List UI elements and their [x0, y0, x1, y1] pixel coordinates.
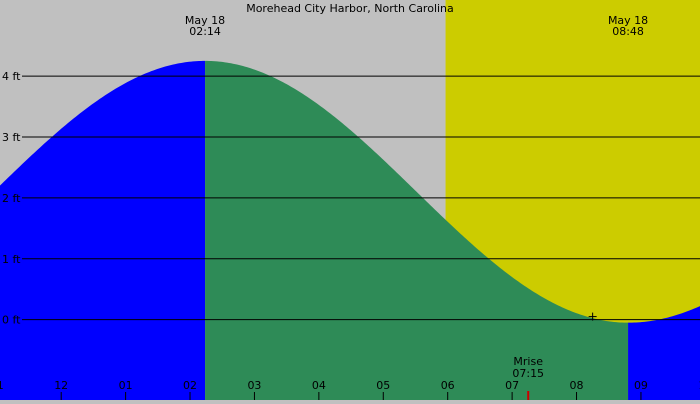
y-tick-label: 3 ft — [2, 131, 21, 144]
rising-tide-area — [628, 306, 700, 400]
extreme-date-label: May 18 — [608, 14, 648, 27]
x-tick-label: 08 — [570, 379, 584, 392]
current-time-marker — [588, 312, 597, 321]
x-tick-label: 10 — [698, 379, 700, 392]
x-tick-label: 12 — [54, 379, 68, 392]
x-tick-label: 02 — [183, 379, 197, 392]
x-tick-label: 05 — [376, 379, 390, 392]
y-tick-label: 4 ft — [2, 70, 21, 83]
x-tick-label: 09 — [634, 379, 648, 392]
extreme-time-label: 08:48 — [612, 25, 644, 38]
extreme-date-label: May 18 — [185, 14, 225, 27]
x-tick-label: 04 — [312, 379, 326, 392]
x-axis-ticks: 1112010203040506070809101112010203040506… — [0, 379, 700, 400]
x-tick-label: 11 — [0, 379, 4, 392]
y-tick-label: 0 ft — [2, 314, 21, 327]
tide-areas — [0, 60, 700, 400]
falling-tide-area — [205, 60, 629, 400]
y-axis-ticks: 0 ft 1 ft 2 ft 3 ft 4 ft — [2, 70, 21, 327]
y-tick-label: 1 ft — [2, 253, 21, 266]
x-tick-label: 03 — [247, 379, 261, 392]
moonrise-label: Mrise — [513, 355, 543, 368]
extreme-time-label: 02:14 — [189, 25, 221, 38]
y-tick-label: 2 ft — [2, 192, 21, 205]
x-tick-label: 07 — [505, 379, 519, 392]
x-tick-label: 06 — [441, 379, 455, 392]
grid-lines — [22, 75, 700, 321]
x-tick-label: 01 — [119, 379, 133, 392]
rising-tide-area — [0, 60, 206, 400]
chart-title: Morehead City Harbor, North Carolina — [246, 2, 454, 15]
moonrise-time: 07:15 — [512, 367, 544, 380]
